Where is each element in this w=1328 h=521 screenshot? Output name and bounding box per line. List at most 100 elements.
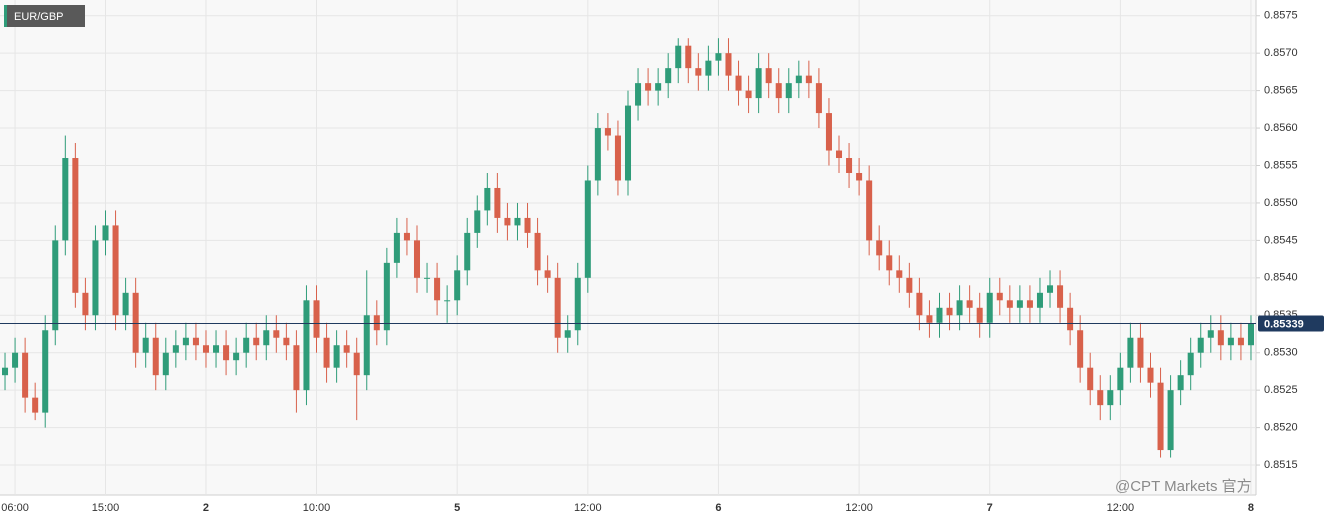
candle-body [564, 330, 571, 338]
candle-body [846, 158, 853, 173]
candle-body [1217, 330, 1224, 346]
candle-body [333, 345, 340, 368]
x-tick-label: 12:00 [574, 502, 602, 514]
candle-body [313, 300, 320, 338]
candle-body [373, 315, 380, 331]
x-tick-label: 06:00 [1, 502, 29, 514]
price-label: 0.85339 [1264, 318, 1304, 330]
candle-body [936, 307, 943, 323]
candle-body [594, 128, 601, 181]
candle-body [554, 277, 561, 338]
candle-body [22, 352, 29, 398]
x-tick-label: 6 [715, 502, 721, 514]
candle-body [996, 292, 1003, 301]
candle-body [293, 345, 300, 391]
candle-body [986, 292, 993, 323]
candle-body [1197, 337, 1204, 353]
candle-body [343, 345, 350, 353]
candle-body [1137, 337, 1144, 368]
candle-body [916, 292, 923, 316]
candle-body [112, 225, 119, 316]
candle-body [464, 232, 471, 271]
candle-body [474, 210, 481, 233]
symbol-badge-stripe [4, 5, 7, 27]
candle-body [685, 45, 692, 69]
candle-body [213, 345, 220, 353]
candle-body [202, 345, 209, 353]
candle-body [926, 315, 933, 323]
y-tick-label: 0.8525 [1264, 384, 1298, 396]
candle-body [403, 232, 410, 241]
candle-body [886, 255, 893, 271]
candle-body [524, 217, 531, 233]
candle-body [1016, 300, 1023, 308]
candle-body [52, 240, 59, 331]
candle-body [1107, 390, 1114, 406]
candle-body [805, 75, 812, 84]
watermark: @CPT Markets 官方 [1115, 478, 1252, 495]
candle-body [655, 83, 662, 91]
candle-body [393, 232, 400, 263]
candle-body [494, 187, 501, 218]
candle-body [1207, 330, 1214, 338]
candle-body [544, 270, 551, 278]
candle-body [12, 352, 19, 368]
candle-body [454, 270, 461, 301]
x-tick-label: 8 [1248, 502, 1254, 514]
candle-body [273, 330, 280, 338]
candle-body [484, 187, 491, 211]
candle-body [192, 337, 199, 346]
candle-body [182, 337, 189, 346]
candle-body [966, 300, 973, 308]
candle-body [32, 397, 39, 413]
candle-body [1097, 390, 1104, 406]
x-tick-label: 12:00 [845, 502, 873, 514]
candle-body [715, 53, 722, 61]
candle-body [1026, 300, 1033, 308]
candle-body [444, 300, 451, 302]
y-tick-label: 0.8555 [1264, 159, 1298, 171]
candle-body [1187, 352, 1194, 376]
candle-body [303, 300, 310, 391]
candle-body [363, 315, 370, 376]
candle-body [152, 337, 159, 376]
candle-body [142, 337, 149, 353]
candle-body [514, 217, 521, 226]
candle-body [825, 113, 832, 151]
candle-body [434, 277, 441, 301]
candles [2, 38, 1254, 458]
candle-body [353, 352, 360, 376]
candle-body [785, 83, 792, 99]
candle-body [795, 75, 802, 84]
candle-body [323, 337, 330, 368]
candle-body [765, 68, 772, 84]
candle-body [243, 337, 250, 353]
candle-body [253, 337, 260, 346]
candle-body [624, 105, 632, 181]
candle-body [906, 277, 913, 293]
candle-body [775, 83, 782, 99]
candle-body [614, 135, 621, 181]
candle-body [62, 158, 69, 241]
price-label-box [1258, 315, 1324, 332]
candle-body [735, 75, 742, 91]
candle-body [1077, 330, 1084, 368]
candle-body [835, 150, 843, 159]
y-tick-label: 0.8545 [1264, 234, 1298, 246]
candle-body [1057, 285, 1064, 308]
y-tick-label: 0.8515 [1264, 459, 1298, 471]
candle-body [1237, 337, 1244, 346]
candle-body [42, 330, 49, 413]
candle-body [1006, 300, 1013, 308]
candle-body [1036, 292, 1043, 308]
candle-body [976, 307, 983, 323]
candle-body [745, 90, 752, 99]
candle-body [2, 367, 9, 376]
y-tick-label: 0.8550 [1264, 197, 1298, 209]
candle-body [162, 352, 169, 376]
candle-body [695, 68, 702, 76]
candle-body [755, 68, 762, 99]
candle-body [534, 232, 541, 271]
